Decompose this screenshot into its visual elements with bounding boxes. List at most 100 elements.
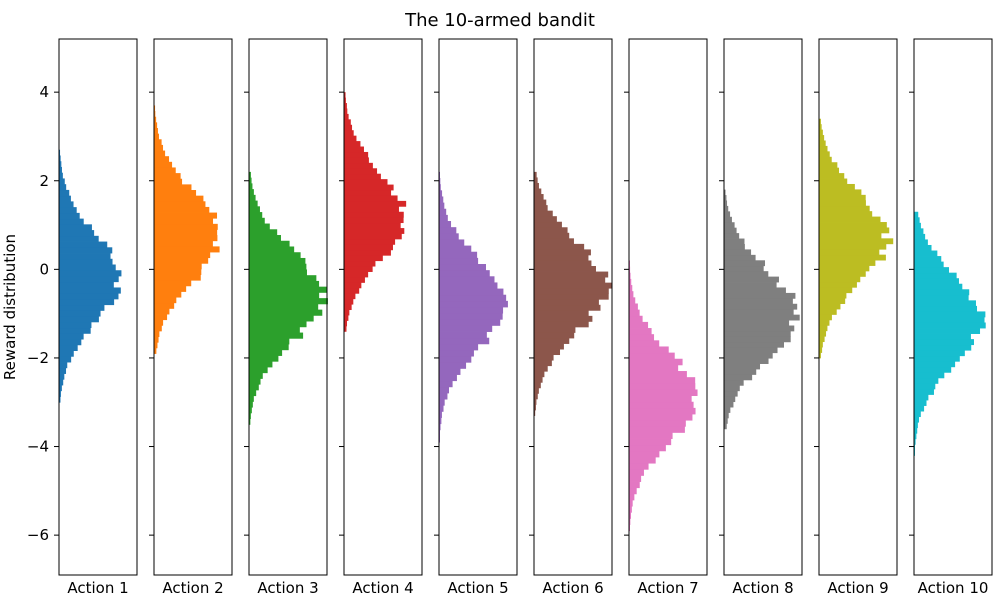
panel-label: Action 8 bbox=[732, 579, 793, 597]
panel-frame bbox=[913, 38, 993, 576]
histogram-bar bbox=[534, 288, 609, 295]
histogram-bar bbox=[534, 365, 548, 372]
histogram-bar bbox=[724, 216, 732, 223]
histogram-bar bbox=[154, 116, 157, 123]
histogram-bar bbox=[439, 349, 474, 357]
histogram-bar bbox=[154, 167, 176, 174]
histogram-bar bbox=[914, 400, 927, 406]
histogram-bar bbox=[249, 286, 327, 293]
histogram-bar bbox=[59, 207, 77, 214]
histogram-bar bbox=[819, 227, 890, 234]
panel-label: Action 9 bbox=[827, 579, 888, 597]
histogram-bar bbox=[439, 257, 479, 265]
histogram-bars bbox=[154, 105, 220, 354]
histogram-bar bbox=[629, 297, 636, 304]
histogram-bar bbox=[819, 232, 882, 239]
histogram-bar bbox=[914, 333, 971, 340]
histogram-bar bbox=[439, 423, 441, 431]
histogram-bar bbox=[439, 337, 490, 345]
histogram-bar bbox=[59, 333, 84, 340]
histogram-bar bbox=[59, 178, 65, 185]
histogram-bar bbox=[439, 184, 441, 191]
histogram-bar bbox=[344, 151, 369, 158]
histogram-bar bbox=[724, 390, 738, 397]
panel-frame bbox=[533, 38, 613, 576]
histogram-bar bbox=[629, 475, 642, 482]
histogram-bar bbox=[629, 291, 634, 298]
histogram-bar bbox=[819, 156, 832, 163]
y-tick-label: 0 bbox=[39, 260, 49, 278]
histogram-bar bbox=[914, 355, 960, 362]
y-tick-label: 2 bbox=[39, 172, 49, 190]
histogram-bar bbox=[914, 228, 924, 235]
histogram-bar bbox=[629, 383, 696, 390]
histogram-bar bbox=[249, 200, 258, 207]
histogram-bar bbox=[534, 360, 552, 367]
histogram-bar bbox=[439, 374, 457, 382]
histogram-bar bbox=[724, 189, 726, 196]
histogram-bar bbox=[724, 227, 737, 234]
histogram-bar bbox=[249, 389, 257, 397]
histogram-bar bbox=[724, 233, 740, 239]
histogram-bar bbox=[724, 292, 796, 299]
histogram-bar bbox=[629, 285, 633, 292]
histogram-bar bbox=[534, 398, 537, 405]
histogram-bar bbox=[249, 194, 256, 201]
histogram-bar bbox=[534, 310, 589, 317]
histogram-bar bbox=[724, 211, 731, 218]
histogram-bar bbox=[59, 212, 80, 220]
histogram-bar bbox=[914, 272, 957, 279]
histogram-bar bbox=[344, 266, 373, 272]
histogram-bar bbox=[914, 256, 942, 262]
histogram-bar bbox=[914, 294, 969, 301]
histogram-bar bbox=[154, 184, 192, 191]
histogram-bar bbox=[59, 339, 82, 346]
histogram-bar bbox=[819, 347, 823, 353]
y-tick-label: 4 bbox=[39, 83, 49, 101]
histogram-bar bbox=[249, 269, 307, 276]
histogram-bar bbox=[154, 330, 160, 337]
histogram-bar bbox=[819, 205, 870, 212]
histogram-bar bbox=[914, 394, 929, 401]
histogram-bar bbox=[59, 241, 108, 248]
histogram-bar bbox=[344, 103, 347, 109]
histogram-bar bbox=[344, 108, 348, 115]
histogram-bar bbox=[819, 211, 873, 217]
histogram-bars bbox=[344, 92, 407, 332]
histogram-bar bbox=[344, 255, 383, 262]
histogram-bar bbox=[249, 361, 273, 368]
histogram-bar bbox=[154, 223, 218, 230]
histogram-bar bbox=[629, 352, 675, 360]
histogram-bar bbox=[819, 194, 866, 201]
histogram-bar bbox=[249, 326, 300, 333]
histogram-bar bbox=[439, 380, 453, 388]
histogram-bar bbox=[819, 325, 828, 332]
histogram-bar bbox=[154, 240, 213, 247]
histogram-bar bbox=[249, 367, 268, 374]
panel-frame bbox=[628, 38, 708, 576]
histogram-bar bbox=[629, 334, 655, 341]
histogram-bar bbox=[154, 285, 187, 292]
histogram-bar bbox=[724, 260, 766, 267]
histogram-bar bbox=[724, 195, 727, 201]
histogram-bar bbox=[344, 113, 349, 120]
histogram-bar bbox=[249, 315, 314, 322]
histogram-bar bbox=[439, 356, 472, 363]
histogram-bar bbox=[249, 395, 254, 402]
histogram-bar bbox=[249, 171, 251, 179]
histogram-bar bbox=[629, 469, 644, 476]
y-tick-label: −4 bbox=[27, 438, 49, 456]
histogram-bar bbox=[249, 344, 289, 351]
histogram-bar bbox=[249, 303, 319, 311]
histogram-bar bbox=[534, 260, 592, 267]
histogram-bar bbox=[914, 422, 918, 429]
histogram-bar bbox=[534, 409, 536, 416]
histogram-bar bbox=[629, 493, 635, 501]
histogram-bar bbox=[629, 389, 698, 396]
histogram-bar bbox=[724, 347, 778, 354]
histogram-bar bbox=[59, 264, 116, 271]
histogram-bar bbox=[534, 177, 538, 184]
histogram-bar bbox=[344, 238, 396, 245]
histogram-bar bbox=[439, 251, 478, 259]
histogram-bar bbox=[724, 200, 728, 207]
